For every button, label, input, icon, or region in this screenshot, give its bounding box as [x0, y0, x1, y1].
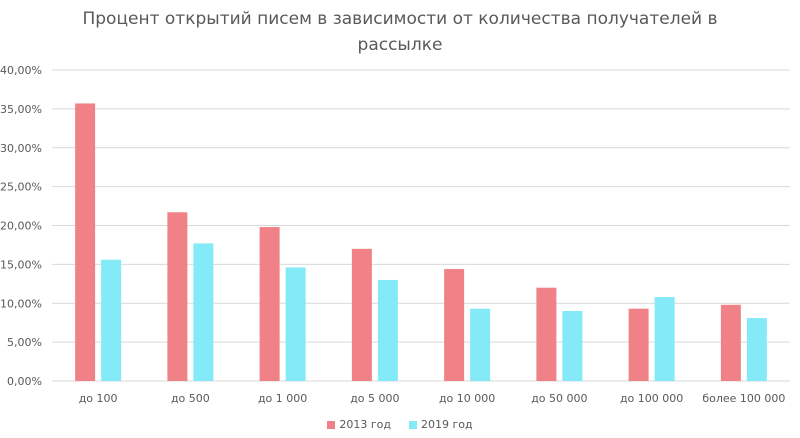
bar-2019-год-6: [654, 297, 675, 381]
bar-2019-год-5: [562, 311, 583, 381]
y-tick-label: 10,00%: [0, 297, 42, 310]
legend-label-2019: 2019 год: [421, 418, 473, 431]
bar-2019-год-0: [101, 259, 122, 381]
bar-2013-год-0: [75, 103, 96, 382]
bar-2013-год-2: [259, 227, 280, 381]
y-tick-label: 15,00%: [0, 258, 42, 271]
bar-2019-год-7: [746, 318, 767, 381]
x-tick-label: до 10 000: [439, 392, 495, 405]
legend-swatch-2019: [409, 421, 417, 429]
bar-2019-год-2: [285, 267, 306, 381]
bar-2013-год-6: [628, 308, 649, 381]
y-tick-label: 5,00%: [7, 336, 42, 349]
chart-title: Процент открытий писем в зависимости от …: [82, 9, 718, 55]
x-tick-label: до 500: [171, 392, 210, 405]
y-tick-label: 20,00%: [0, 220, 42, 233]
bar-2019-год-3: [377, 279, 398, 381]
y-tick-label: 30,00%: [0, 142, 42, 155]
x-tick-label: до 100: [79, 392, 118, 405]
x-tick-label: до 1 000: [258, 392, 307, 405]
bar-2013-год-1: [167, 212, 188, 381]
bar-2019-год-1: [193, 243, 214, 381]
legend-swatch-2013: [327, 421, 336, 429]
bar-2013-год-7: [720, 304, 741, 381]
x-tick-label: до 50 000: [531, 392, 587, 405]
bar-2019-год-4: [470, 308, 491, 381]
bar-2013-год-5: [536, 287, 557, 381]
legend-item-2013: 2013 год: [327, 418, 391, 431]
bar-2013-год-3: [351, 248, 372, 381]
bar-2013-год-4: [444, 269, 465, 381]
x-tick-label: более 100 000: [702, 392, 785, 405]
y-tick-label: 35,00%: [0, 103, 42, 116]
y-tick-label: 0,00%: [7, 375, 42, 388]
legend-label-2013: 2013 год: [339, 418, 391, 431]
legend-item-2019: 2019 год: [409, 418, 473, 431]
y-tick-label: 25,00%: [0, 181, 42, 194]
y-tick-label: 40,00%: [0, 64, 42, 77]
x-tick-label: до 100 000: [620, 392, 683, 405]
legend: 2013 год 2019 год: [0, 418, 800, 431]
x-tick-label: до 5 000: [350, 392, 399, 405]
